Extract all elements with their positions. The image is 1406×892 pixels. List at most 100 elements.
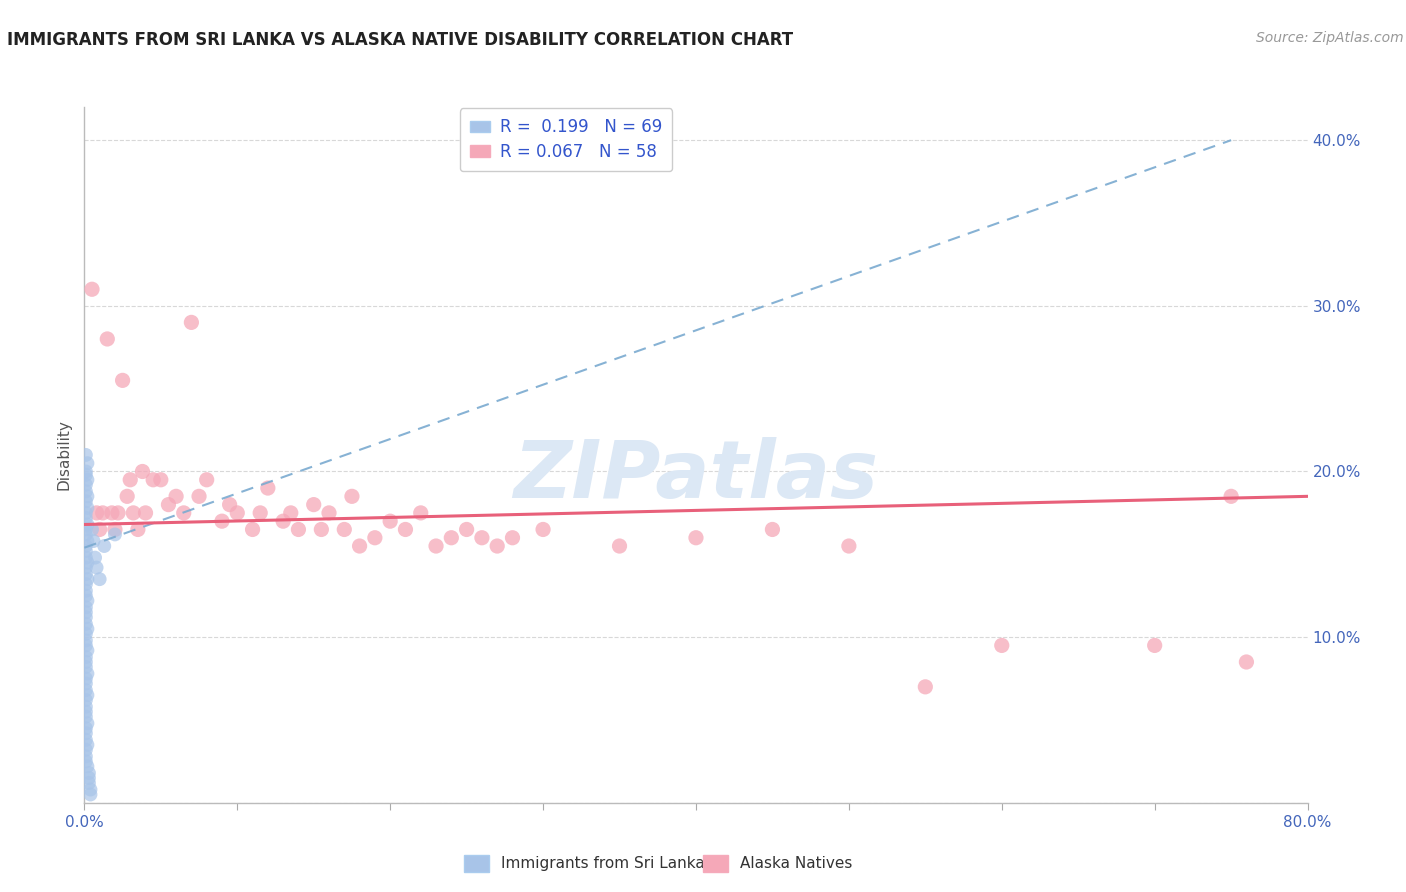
Point	[76, 759, 98, 773]
Point	[96, 332, 118, 346]
Point	[89, 523, 111, 537]
Point	[75, 650, 97, 665]
Point	[104, 527, 127, 541]
Point	[991, 639, 1014, 653]
Text: Immigrants from Sri Lanka: Immigrants from Sri Lanka	[501, 856, 704, 871]
Point	[75, 560, 97, 574]
Point	[1236, 655, 1258, 669]
Point	[75, 639, 97, 653]
Point	[79, 788, 101, 802]
Point	[502, 531, 524, 545]
Point	[1220, 489, 1243, 503]
Point	[76, 688, 98, 702]
Text: Source: ZipAtlas.com: Source: ZipAtlas.com	[1256, 31, 1403, 45]
Text: Alaska Natives: Alaska Natives	[740, 856, 852, 871]
Point	[76, 473, 98, 487]
Point	[76, 489, 98, 503]
Point	[76, 716, 98, 731]
Point	[122, 506, 145, 520]
Point	[86, 560, 108, 574]
Point	[91, 506, 114, 520]
Point	[456, 523, 478, 537]
Point	[83, 534, 105, 549]
Point	[142, 473, 165, 487]
Point	[271, 514, 294, 528]
Point	[76, 572, 98, 586]
Point	[77, 766, 100, 780]
Point	[531, 523, 554, 537]
Y-axis label: Disability: Disability	[56, 419, 72, 491]
Point	[107, 506, 129, 520]
Point	[75, 465, 97, 479]
Point	[77, 771, 100, 785]
Point	[226, 506, 249, 520]
Point	[249, 506, 271, 520]
Point	[409, 506, 432, 520]
Point	[104, 523, 127, 537]
Point	[165, 489, 187, 503]
Point	[76, 500, 98, 515]
Point	[75, 477, 97, 491]
Point	[75, 583, 97, 598]
Point	[188, 489, 211, 503]
Point	[115, 489, 138, 503]
Point	[75, 749, 97, 764]
Point	[127, 523, 149, 537]
Point	[76, 738, 98, 752]
Point	[75, 732, 97, 747]
Point	[75, 577, 97, 591]
Point	[75, 494, 97, 508]
Point	[75, 610, 97, 624]
Point	[211, 514, 233, 528]
Point	[75, 484, 97, 499]
Point	[685, 531, 707, 545]
Point	[80, 523, 103, 537]
Point	[76, 517, 98, 532]
Point	[75, 511, 97, 525]
Point	[75, 660, 97, 674]
Point	[257, 481, 280, 495]
Point	[173, 506, 195, 520]
Point	[131, 465, 153, 479]
Legend: R =  0.199   N = 69, R = 0.067   N = 58: R = 0.199 N = 69, R = 0.067 N = 58	[460, 109, 672, 171]
Point	[311, 523, 333, 537]
Point	[135, 506, 157, 520]
Point	[218, 498, 240, 512]
Point	[75, 506, 97, 520]
Point	[76, 643, 98, 657]
Point	[76, 666, 98, 681]
Point	[195, 473, 218, 487]
Point	[349, 539, 371, 553]
Point	[75, 627, 97, 641]
Point	[486, 539, 509, 553]
Point	[364, 531, 387, 545]
Point	[120, 473, 142, 487]
Point	[76, 456, 98, 470]
Point	[76, 534, 98, 549]
Point	[75, 544, 97, 558]
Point	[425, 539, 447, 553]
Point	[333, 523, 356, 537]
Point	[76, 593, 98, 607]
Point	[75, 589, 97, 603]
Point	[914, 680, 936, 694]
Point	[75, 467, 97, 482]
Point	[280, 506, 302, 520]
Point	[75, 550, 97, 565]
Point	[75, 523, 97, 537]
Point	[79, 782, 101, 797]
Point	[440, 531, 463, 545]
Point	[761, 523, 783, 537]
Point	[75, 683, 97, 698]
Point	[75, 721, 97, 735]
Point	[75, 567, 97, 582]
Point	[242, 523, 264, 537]
Point	[75, 527, 97, 541]
Point	[76, 622, 98, 636]
Point	[75, 616, 97, 631]
Point	[75, 705, 97, 719]
Point	[287, 523, 309, 537]
Point	[75, 699, 97, 714]
Point	[75, 693, 97, 707]
Point	[75, 726, 97, 740]
